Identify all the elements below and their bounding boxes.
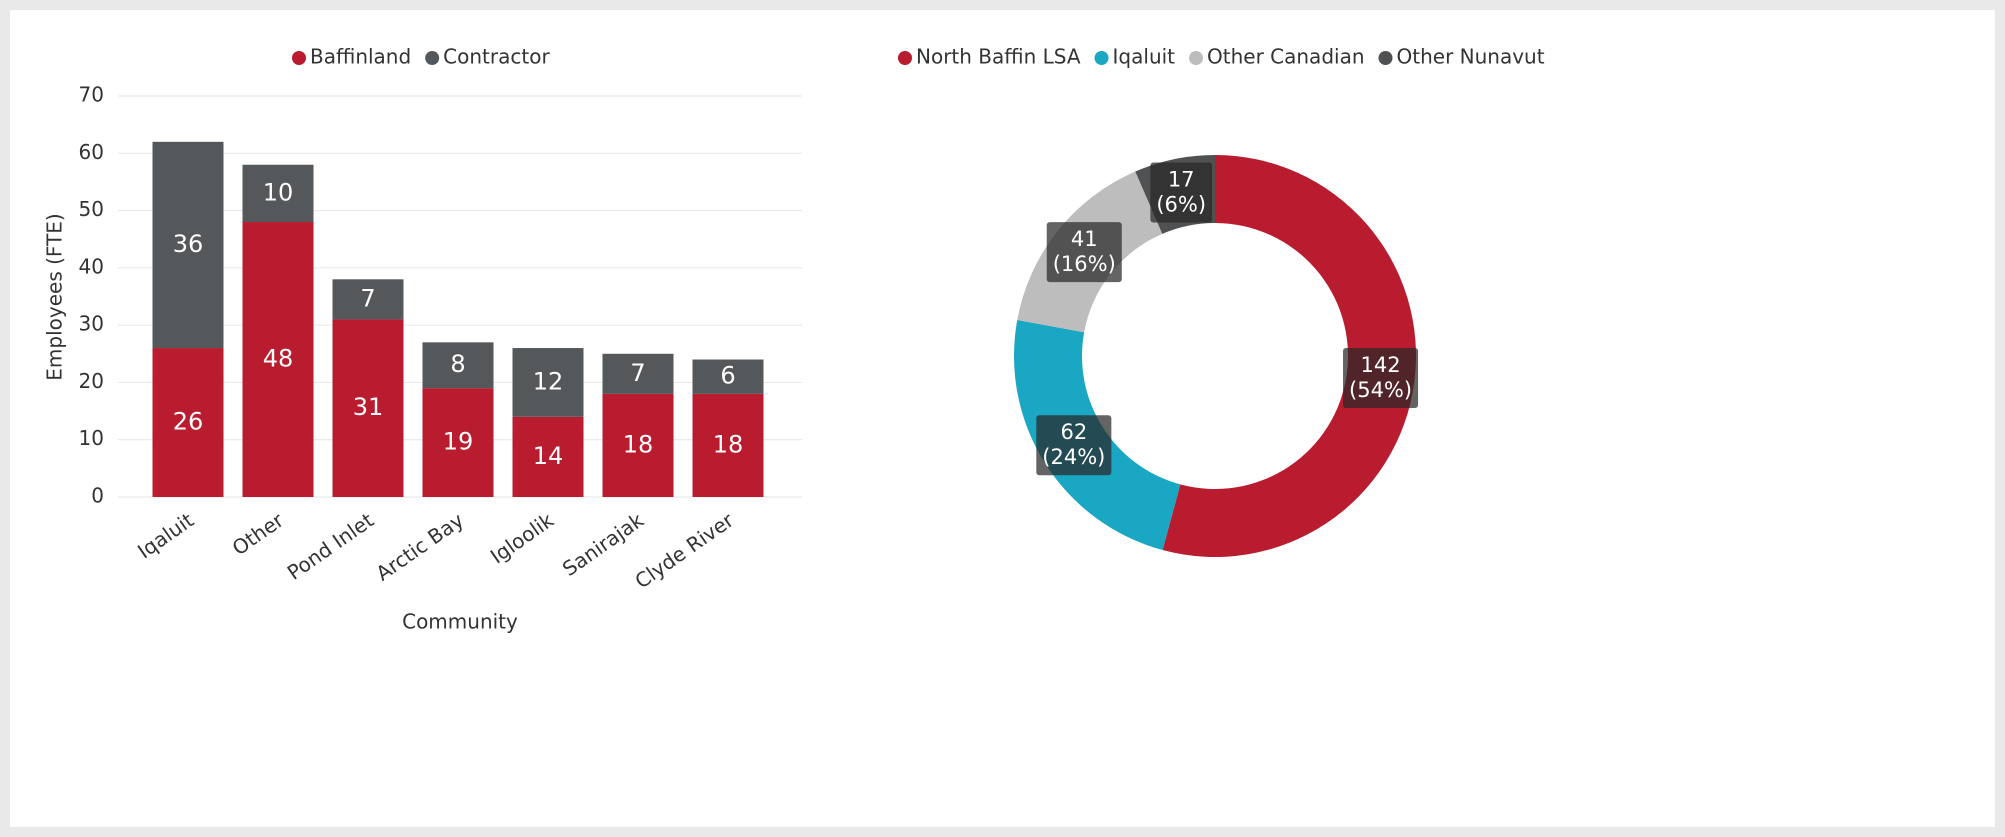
legend-label: Other Canadian [1207,45,1364,69]
data-label: 62 (24%) [1042,420,1105,469]
bar-segment [242,222,314,497]
y-tick-label: 30 [79,312,104,336]
percent-label: (16%) [1053,252,1116,276]
value-label: 41 [1071,227,1098,251]
legend: Baffinland Contractor [292,45,550,69]
y-tick-label: 10 [79,426,104,450]
data-label: 17 (6%) [1156,167,1206,216]
y-tick-label: 40 [79,254,104,278]
y-tick-label: 20 [79,369,104,393]
legend-swatch [425,51,440,65]
y-tick-label: 70 [79,83,104,107]
percent-label: (24%) [1042,445,1105,469]
label-box [1046,222,1122,283]
value-label: 62 [1060,420,1087,444]
label-box [1343,347,1419,408]
bar-segment [512,348,584,417]
legend-label: Contractor [443,45,550,69]
y-tick-label: 50 [79,197,104,221]
legend-swatch [898,51,912,65]
data-label: 7 [360,284,375,312]
y-tick-label: 0 [91,484,104,508]
legend-label: Iqaluit [1113,45,1176,69]
data-label: 18 [623,430,654,458]
bar-segment [242,164,314,223]
data-label: 19 [443,428,474,456]
bar-segment [422,388,494,497]
data-label: 41 (16%) [1053,227,1116,276]
legend-label: North Baffin LSA [916,45,1081,69]
label-box [1036,415,1112,476]
data-label: 10 [263,178,294,206]
bar-segment [152,348,224,497]
legend-swatch [1094,51,1109,65]
bar-segment [332,279,404,320]
value-label: 17 [1168,167,1195,191]
legend-label: Baffinland [310,45,411,69]
data-label: 36 [173,230,204,258]
data-label: 142 (54%) [1349,353,1412,402]
bar-segment [332,319,404,497]
percent-label: (54%) [1349,378,1412,402]
bar-segment [422,342,494,389]
data-label: 7 [630,359,645,387]
x-axis-title: Community [402,610,518,634]
label-box [1150,162,1213,223]
value-label: 142 [1361,353,1401,377]
bar-segment [692,393,764,497]
data-label: 14 [533,442,564,470]
data-label: 18 [713,430,744,458]
bar-segment [602,393,674,497]
data-label: 8 [450,350,465,378]
legend-swatch [292,51,306,65]
bar-segment [512,416,584,497]
percent-label: (6%) [1156,192,1206,216]
y-tick-label: 60 [79,140,104,164]
data-label: 31 [353,393,384,421]
data-label: 12 [533,367,564,395]
legend-label: Other Nunavut [1397,45,1545,69]
donut-slice [1162,155,1416,557]
y-axis-title: Employees (FTE) [43,213,67,380]
bar-segment [152,141,224,349]
data-label: 48 [263,345,294,373]
bar-segment [692,359,764,394]
bar-segment [602,353,674,394]
data-label: 6 [720,362,735,390]
legend-swatch [1378,51,1393,65]
data-label: 26 [173,408,204,436]
legend-swatch [1189,51,1204,65]
